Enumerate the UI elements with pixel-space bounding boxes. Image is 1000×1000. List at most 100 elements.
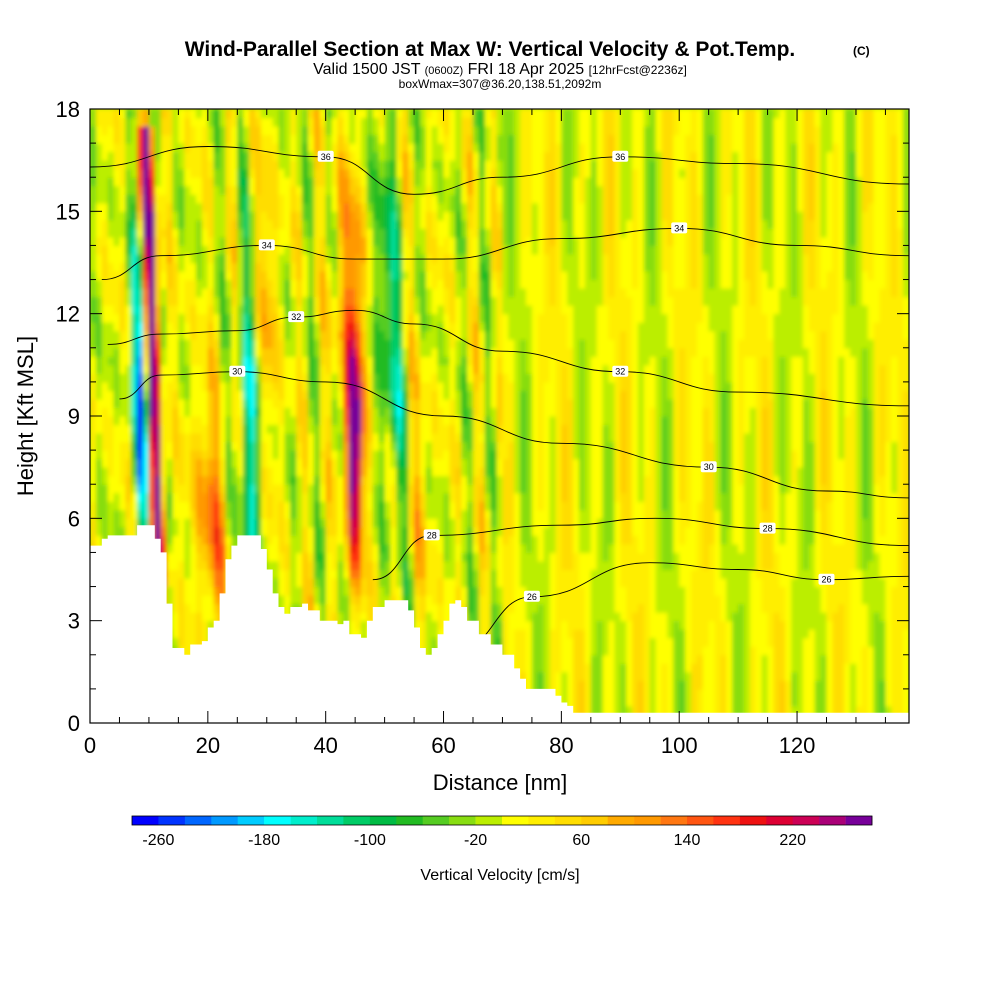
field-cell [431,475,439,485]
field-cell [284,364,291,374]
field-cell [337,330,344,340]
field-cell [449,356,456,366]
field-cell [337,305,344,315]
field-cell [455,126,462,136]
field-cell [302,484,309,494]
field-cell [131,407,138,417]
field-cell [196,228,203,238]
field-cell [484,552,492,562]
field-cell [160,254,168,264]
field-cell [396,416,403,426]
field-cell [331,330,339,340]
field-cell [420,433,427,443]
field-cell [255,458,262,468]
field-cell [148,484,156,494]
field-cell [272,322,280,332]
field-cell [461,373,468,383]
field-cell [425,236,433,246]
field-cell [355,492,362,502]
field-cell [414,322,421,332]
field-cell [490,475,498,485]
field-cell [319,578,327,588]
field-cell [319,211,327,221]
field-cell [113,433,121,443]
field-cell [449,109,456,119]
field-cell [272,578,280,588]
field-cell [449,458,456,468]
field-cell [349,586,356,596]
field-cell [166,262,174,272]
field-cell [290,185,297,195]
field-cell [184,561,191,571]
field-cell [172,433,179,443]
field-cell [361,398,368,408]
field-cell [349,254,356,264]
field-cell [343,543,350,553]
field-cell [302,126,309,136]
field-cell [308,458,315,468]
field-cell [143,322,150,332]
field-cell [349,407,356,417]
field-cell [455,450,462,460]
field-cell [467,109,474,119]
field-cell [455,552,462,562]
field-cell [443,211,450,221]
field-cell [378,185,386,195]
field-cell [125,211,132,221]
field-cell [414,518,421,528]
field-cell [278,305,285,315]
field-cell [437,236,445,246]
field-cell [396,202,403,212]
field-cell [431,339,439,349]
field-cell [148,330,156,340]
field-cell [219,296,227,306]
field-cell [296,424,303,434]
field-cell [402,211,409,221]
field-cell [408,484,415,494]
field-cell [231,236,238,246]
field-cell [107,262,115,272]
field-cell [207,339,215,349]
field-cell [467,254,474,264]
field-cell [207,194,215,204]
field-cell [219,484,227,494]
field-cell [331,202,339,212]
field-cell [396,501,403,511]
field-cell [473,561,480,571]
field-cell [113,185,121,195]
field-cell [473,475,480,485]
field-cell [213,160,221,170]
field-cell [101,526,109,536]
field-cell [196,509,203,519]
field-cell [190,484,197,494]
field-cell [137,143,144,153]
field-cell [207,262,215,272]
field-cell [219,535,227,545]
field-cell [473,586,480,596]
field-cell [201,271,209,281]
field-cell [461,364,468,374]
field-cell [190,586,197,596]
field-cell [325,262,333,272]
field-cell [296,202,303,212]
field-cell [284,509,291,519]
field-cell [443,543,450,553]
field-cell [278,518,285,528]
field-cell [325,518,333,528]
field-cell [349,347,356,357]
field-cell [372,467,380,477]
field-cell [95,254,103,264]
field-cell [325,364,333,374]
field-cell [319,202,327,212]
field-cell [396,373,403,383]
field-cell [308,245,315,255]
field-cell [443,202,450,212]
field-cell [166,126,174,136]
field-cell [431,509,439,519]
field-cell [490,279,498,289]
field-cell [443,398,450,408]
field-cell [201,424,209,434]
field-cell [302,561,309,571]
field-cell [190,202,197,212]
field-cell [148,501,156,511]
